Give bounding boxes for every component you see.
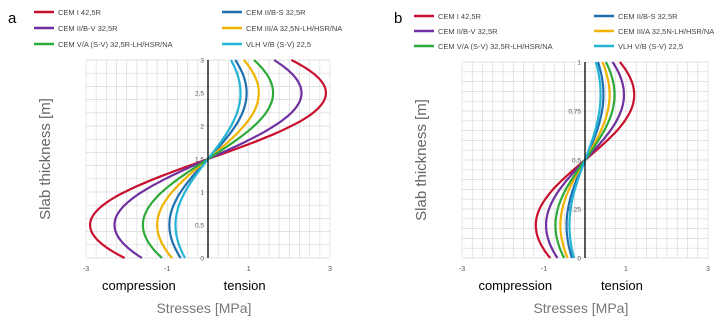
x-axis-label: Stresses [MPa] bbox=[533, 300, 628, 316]
legend-label: VLH V/B (S-V) 22,5 bbox=[246, 40, 311, 49]
legend-label: CEM V/A (S-V) 32,5R-LH/HSR/NA bbox=[58, 40, 173, 49]
y-tick-label: 1 bbox=[577, 60, 581, 67]
x-tick-label: -1 bbox=[541, 266, 547, 273]
legend-label: CEM III/A 32,5N-LH/HSR/NA bbox=[246, 24, 342, 33]
x-tick-label: -1 bbox=[164, 266, 170, 273]
y-tick-label: 0,5 bbox=[195, 223, 204, 230]
chart-panel-b: -3 -1 1 3 0 0,25 0,5 0,75 1 CEM I 42,5R CEM II/B-S… bbox=[413, 12, 714, 316]
y-tick-label: 0,75 bbox=[568, 109, 581, 116]
legend-label: CEM I 42,5R bbox=[438, 12, 482, 21]
x-axis-label: Stresses [MPa] bbox=[156, 300, 251, 316]
legend-label: CEM II/B-V 32,5R bbox=[58, 24, 118, 33]
x-tick-label: 3 bbox=[328, 266, 332, 273]
legend-label: VLH V/B (S-V) 22,5 bbox=[618, 42, 683, 51]
y-tick-label: 0 bbox=[200, 256, 204, 263]
x-tick-label: 1 bbox=[624, 266, 628, 273]
tension-annotation: tension bbox=[224, 278, 266, 293]
y-tick-label: 3 bbox=[200, 58, 204, 65]
y-tick-label: 1 bbox=[200, 190, 204, 197]
x-tick-label: 1 bbox=[247, 266, 251, 273]
x-tick-label: -3 bbox=[459, 266, 465, 273]
y-axis-label: Slab thickness [m] bbox=[413, 99, 430, 221]
y-axis-label: Slab thickness [m] bbox=[37, 98, 54, 220]
legend-label: CEM I 42,5R bbox=[58, 8, 102, 17]
y-tick-label: 0,5 bbox=[572, 158, 581, 165]
legend-label: CEM III/A 32,5N-LH/HSR/NA bbox=[618, 27, 714, 36]
y-tick-label: 2,5 bbox=[195, 91, 204, 98]
legend-label: CEM II/B-S 32,5R bbox=[618, 12, 678, 21]
legend-label: CEM II/B-S 32,5R bbox=[246, 8, 306, 17]
panel-b-letter: b bbox=[394, 10, 403, 27]
y-tick-label: 1,5 bbox=[195, 157, 204, 164]
chart-panel-a: -3 -1 1 3 0 0,5 1 1,5 2 2,5 3 CEM I 42,5R CEM II/B-S… bbox=[34, 8, 342, 316]
x-tick-label: 3 bbox=[706, 266, 710, 273]
legend-label: CEM II/B-V 32,5R bbox=[438, 27, 498, 36]
y-tick-label: 0,25 bbox=[568, 207, 581, 214]
y-tick-label: 0 bbox=[577, 256, 581, 263]
compression-annotation: compression bbox=[102, 278, 176, 293]
x-tick-label: -3 bbox=[83, 266, 89, 273]
tension-annotation: tension bbox=[601, 278, 643, 293]
panel-a-letter: a bbox=[8, 10, 17, 27]
y-tick-label: 2 bbox=[200, 124, 204, 131]
legend-label: CEM V/A (S-V) 32,5R-LH/HSR/NA bbox=[438, 42, 553, 51]
compression-annotation: compression bbox=[478, 278, 552, 293]
